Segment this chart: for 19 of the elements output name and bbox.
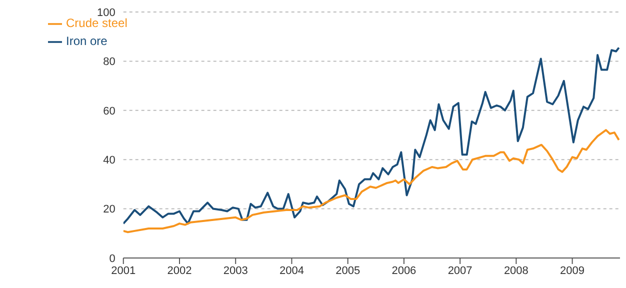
line-series — [123, 46, 620, 225]
line-series — [123, 129, 620, 234]
x-tick-label: 2005 — [336, 264, 360, 277]
x-tick-label: 2009 — [560, 264, 585, 277]
y-tick-label: 100 — [97, 6, 116, 19]
y-tick-label: 20 — [103, 204, 116, 216]
x-tick-label: 2002 — [167, 264, 192, 277]
y-tick-label: 60 — [103, 105, 116, 118]
y-tick-label: 40 — [103, 154, 116, 167]
x-tick-label: 2008 — [504, 264, 528, 277]
y-tick-label: 0 — [109, 252, 116, 265]
y-tick-label: 80 — [103, 56, 116, 68]
x-tick-label: 2003 — [223, 264, 248, 277]
x-tick-label: 2007 — [448, 264, 472, 277]
x-tick-label: 2001 — [111, 264, 136, 277]
x-tick-label: 2006 — [392, 264, 416, 277]
legend-label: Iron ore — [66, 34, 108, 48]
x-tick-label: 2004 — [279, 264, 304, 277]
legend-label: Crude steel — [66, 16, 128, 30]
